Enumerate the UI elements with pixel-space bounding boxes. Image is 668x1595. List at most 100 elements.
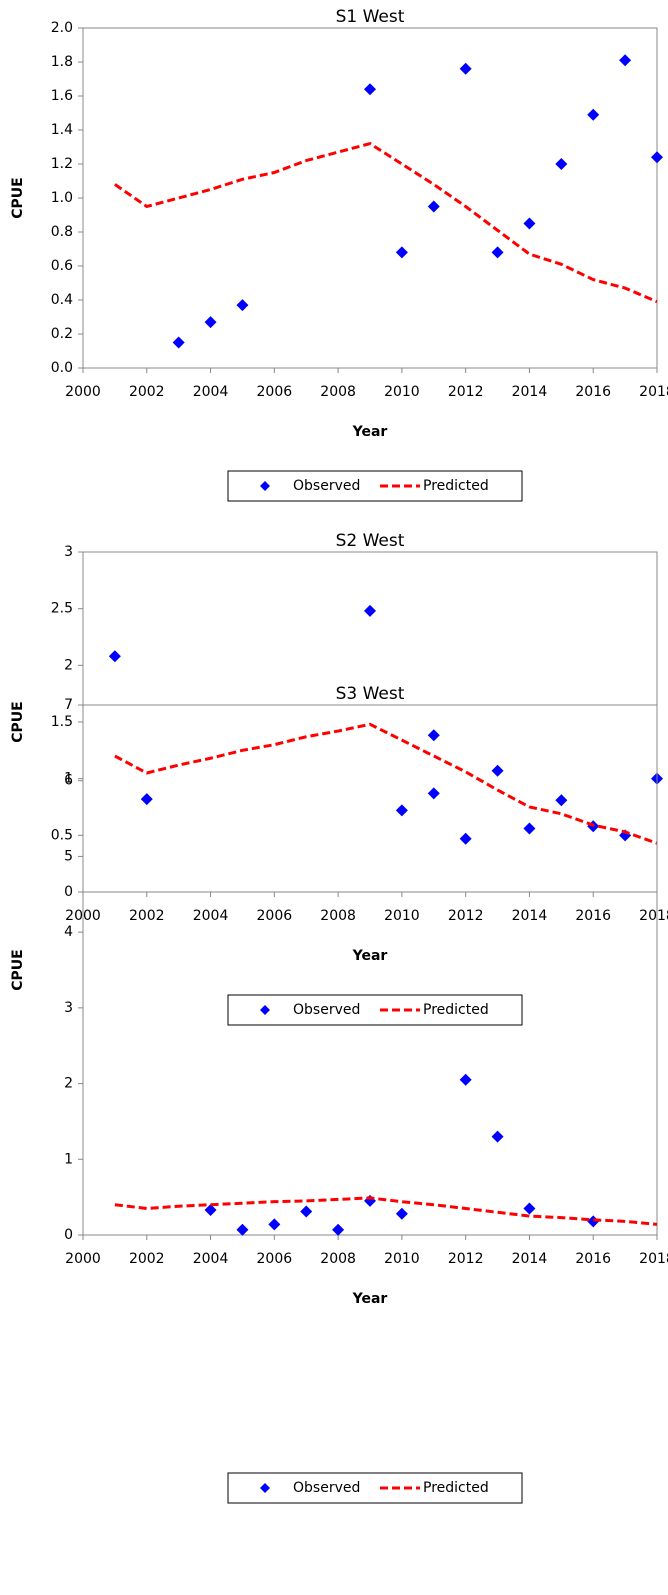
data-point: [236, 299, 249, 312]
y-tick-label: 1: [64, 1151, 73, 1167]
y-tick-label: 4: [64, 924, 73, 940]
y-tick-label: 7: [64, 697, 73, 713]
legend-label: Observed: [293, 1002, 360, 1018]
x-axis-label: Year: [352, 1291, 388, 1307]
data-point: [619, 54, 632, 67]
y-tick-label: 6: [64, 773, 73, 789]
data-point: [555, 794, 568, 807]
y-tick-label: 0.0: [51, 360, 73, 376]
data-point: [108, 650, 121, 663]
data-point: [491, 764, 504, 777]
data-point: [172, 336, 185, 349]
data-point: [491, 246, 504, 259]
x-tick-label: 2014: [512, 384, 548, 400]
data-line: [114, 722, 658, 845]
data-point: [555, 158, 568, 170]
y-tick-label: 1.4: [51, 122, 73, 138]
y-tick-label: 1.6: [51, 88, 73, 104]
data-point: [523, 1202, 536, 1215]
legend-marker: [260, 1483, 270, 1493]
x-tick-label: 2008: [320, 1251, 356, 1267]
y-tick-label: 0.6: [51, 258, 73, 274]
data-point: [587, 108, 600, 121]
data-point: [300, 1205, 313, 1218]
x-tick-label: 2016: [575, 384, 611, 400]
chart-title: S2 West: [336, 531, 405, 551]
x-tick-label: 2010: [384, 908, 420, 924]
y-axis-label: CPUE: [10, 949, 26, 990]
legend-label: Observed: [293, 478, 360, 494]
x-tick-label: 2012: [448, 908, 484, 924]
x-tick-label: 2012: [448, 384, 484, 400]
legend-marker: [260, 1005, 270, 1015]
x-axis-label: Year: [352, 948, 388, 964]
y-tick-label: 1: [64, 771, 73, 787]
data-point: [427, 729, 440, 742]
x-tick-label: 2010: [384, 384, 420, 400]
chart: S3 West 0 1 2 3 4 5 6 7 2000 2002 2004 2006 2008 2010 2…: [10, 684, 668, 1504]
data-point: [587, 1215, 600, 1228]
data-point: [459, 832, 472, 845]
y-tick-label: 5: [64, 848, 73, 864]
y-tick-label: 1.8: [51, 54, 73, 70]
y-axis-label: CPUE: [10, 177, 26, 218]
y-axis-label: CPUE: [10, 701, 26, 742]
data-point: [364, 83, 376, 96]
y-tick-label: 0.5: [51, 827, 73, 843]
x-tick-label: 2002: [129, 384, 165, 400]
legend-box: [227, 470, 523, 502]
legend-box: [227, 994, 523, 1026]
x-tick-label: 2002: [129, 908, 165, 924]
data-point: [140, 793, 153, 806]
x-tick-label: 2006: [257, 908, 293, 924]
data-point: [332, 1223, 345, 1236]
x-tick-label: 2012: [448, 1251, 484, 1267]
x-tick-label: 2000: [65, 384, 101, 400]
data-point: [523, 217, 536, 230]
x-tick-label: 2008: [320, 384, 356, 400]
data-point: [459, 62, 472, 75]
x-tick-label: 2006: [257, 1251, 293, 1267]
data-point: [204, 1204, 217, 1217]
chart: S1 West 0.0 0.2 0.4 0.6 0.8 1.0 1.2 1.4 1.6 1.8 2.0…: [10, 7, 668, 502]
data-point: [395, 1207, 408, 1220]
data-point: [395, 246, 408, 259]
x-tick-label: 2016: [575, 908, 611, 924]
legend-marker: [260, 481, 270, 491]
data-point: [364, 604, 376, 617]
x-tick-label: 2006: [257, 384, 293, 400]
x-axis-label: Year: [352, 424, 388, 440]
y-tick-label: 0.4: [51, 292, 73, 308]
data-point: [523, 822, 536, 835]
data-line: [114, 1196, 658, 1226]
chart-title: S1 West: [336, 7, 405, 27]
data-point: [395, 804, 408, 817]
chart-title: S3 West: [336, 684, 405, 704]
x-tick-label: 2004: [193, 908, 229, 924]
data-line: [114, 141, 658, 304]
y-tick-label: 1.0: [51, 190, 73, 206]
legend-box: [227, 1472, 523, 1504]
x-tick-label: 2000: [65, 1251, 101, 1267]
data-point: [651, 151, 663, 164]
plot-frame: [82, 704, 658, 1236]
legend-label: Predicted: [423, 1480, 489, 1496]
y-tick-label: 0: [64, 1227, 73, 1243]
x-tick-label: 2002: [129, 1251, 165, 1267]
y-tick-label: 2: [64, 1076, 73, 1092]
legend-label: Predicted: [423, 478, 489, 494]
data-point: [204, 316, 217, 329]
legend-label: Observed: [293, 1480, 360, 1496]
x-tick-label: 2018: [639, 1251, 668, 1267]
plot-frame: [82, 27, 658, 369]
x-tick-label: 2014: [512, 1251, 548, 1267]
y-tick-label: 2: [64, 657, 73, 673]
y-tick-label: 1.5: [51, 714, 73, 730]
x-tick-label: 2018: [639, 384, 668, 400]
data-point: [236, 1223, 249, 1236]
x-tick-label: 2004: [193, 384, 229, 400]
data-point: [459, 1073, 472, 1086]
x-tick-label: 2018: [639, 908, 668, 924]
